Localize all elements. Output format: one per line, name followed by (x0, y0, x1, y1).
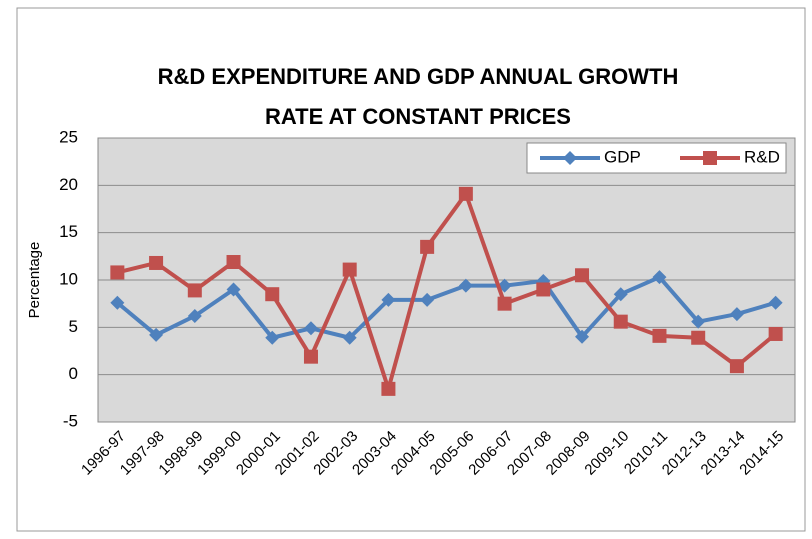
data-point (342, 262, 357, 277)
y-tick-label: 5 (69, 317, 78, 336)
data-point (652, 328, 667, 343)
data-point (575, 268, 590, 283)
data-point (652, 270, 667, 285)
data-point (149, 327, 164, 342)
y-tick-label: 15 (59, 222, 78, 241)
data-point (226, 282, 241, 297)
chart-title: R&D EXPENDITURE AND GDP ANNUAL GROWTH (158, 64, 679, 89)
data-point (226, 255, 241, 270)
data-point (420, 239, 435, 254)
data-point (458, 278, 473, 293)
series-line (116, 275, 777, 340)
y-axis-label: Percentage (26, 242, 43, 319)
y-tick-label: 0 (69, 364, 78, 383)
data-point (536, 282, 551, 297)
data-point (110, 265, 125, 280)
data-point (303, 349, 318, 364)
y-tick-label: 25 (59, 127, 78, 146)
data-point (613, 287, 628, 302)
data-point (575, 329, 590, 344)
legend-label: R&D (744, 147, 780, 166)
data-point (458, 186, 473, 201)
y-tick-label: -5 (63, 411, 78, 430)
legend-label: GDP (604, 147, 641, 166)
data-point (691, 314, 706, 329)
data-point (497, 296, 512, 311)
data-point (303, 321, 318, 336)
data-point (265, 287, 280, 302)
data-point (149, 255, 164, 270)
data-point (381, 381, 396, 396)
data-point (187, 283, 202, 298)
data-point (265, 330, 280, 345)
data-point (187, 308, 202, 323)
data-point (729, 307, 744, 322)
data-point (342, 330, 357, 345)
data-point (110, 295, 125, 310)
data-point (613, 314, 628, 329)
data-point (381, 292, 396, 307)
data-point (768, 326, 783, 341)
data-point (691, 330, 706, 345)
y-tick-label: 10 (59, 269, 78, 288)
y-tick-label: 20 (59, 175, 78, 194)
data-point (729, 359, 744, 374)
legend-marker (703, 151, 717, 165)
data-point (420, 292, 435, 307)
data-point (768, 295, 783, 310)
legend-marker (563, 151, 577, 165)
chart-title: RATE AT CONSTANT PRICES (265, 104, 571, 129)
